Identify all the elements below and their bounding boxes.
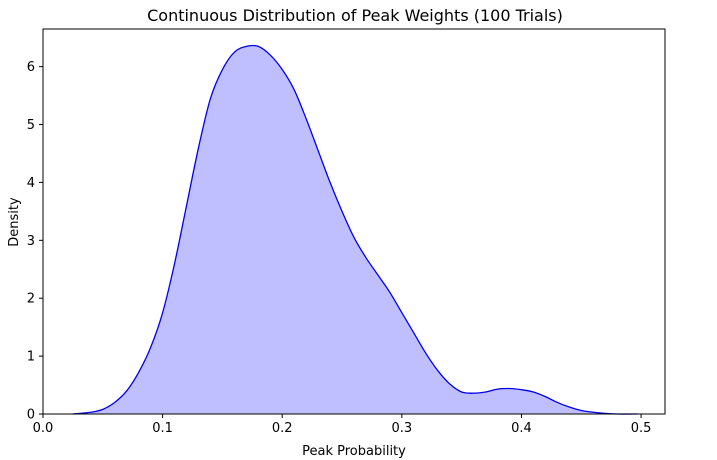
x-tick-label: 0.2 [272, 421, 293, 436]
y-tick-label: 0 [27, 408, 35, 423]
x-tick-label: 0.4 [511, 421, 532, 436]
x-tick-label: 0.3 [392, 421, 413, 436]
x-tick-label: 0.0 [33, 421, 54, 436]
y-tick-label: 4 [27, 176, 35, 191]
x-tick-label: 0.5 [631, 421, 652, 436]
y-tick-label: 6 [27, 60, 35, 75]
plot-area [72, 44, 638, 415]
y-tick-label: 5 [27, 118, 35, 133]
y-tick-label: 3 [27, 234, 35, 249]
y-tick-label: 1 [27, 350, 35, 365]
plot-frame [42, 28, 666, 415]
density-curve-line [72, 44, 638, 415]
y-tick-label: 2 [27, 292, 35, 307]
y-axis-label: Density [7, 197, 22, 247]
x-tick-label: 0.1 [152, 421, 173, 436]
x-axis: 0.0 0.1 0.2 0.3 0.4 0.5 [33, 414, 652, 436]
chart-title: Continuous Distribution of Peak Weights … [147, 6, 563, 25]
x-axis-label: Peak Probability [302, 444, 406, 459]
density-area-fill [72, 45, 638, 415]
y-axis: 0 1 2 3 4 5 6 [27, 60, 43, 423]
